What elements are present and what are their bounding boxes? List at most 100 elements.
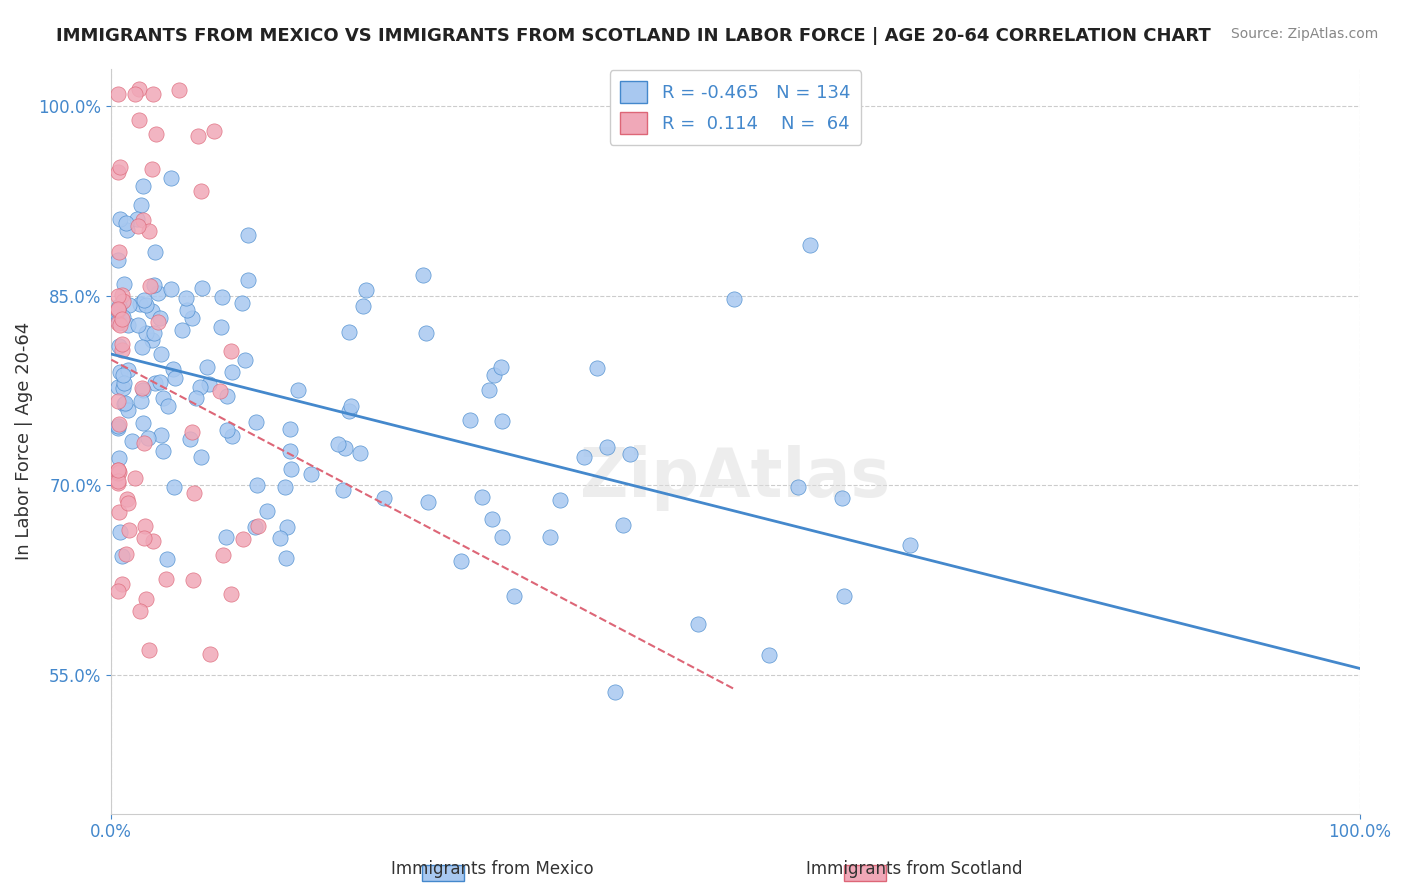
Point [299, 467, 322, 482]
Point [246, 478, 269, 492]
Point [278, 422, 301, 436]
Point [274, 480, 297, 494]
Point [110, 211, 132, 226]
Point [180, 310, 202, 325]
Point [269, 531, 291, 545]
Point [174, 291, 197, 305]
Point [245, 520, 267, 534]
Point [142, 533, 165, 548]
Point [152, 391, 174, 405]
Point [142, 277, 165, 292]
Point [274, 551, 297, 566]
Point [183, 485, 205, 500]
Point [191, 281, 214, 295]
Point [491, 530, 513, 544]
Point [111, 312, 134, 326]
Point [190, 450, 212, 465]
Point [115, 216, 138, 230]
Point [107, 475, 129, 489]
Point [129, 604, 152, 618]
Point [232, 532, 254, 546]
Point [799, 238, 821, 252]
Point [337, 404, 360, 418]
Point [107, 421, 129, 435]
Point [129, 394, 152, 409]
Point [108, 465, 131, 479]
Point [127, 318, 149, 332]
Point [112, 381, 135, 395]
Point [124, 471, 146, 485]
Point [149, 310, 172, 325]
Point [211, 290, 233, 304]
Point [107, 303, 129, 318]
Point [898, 538, 921, 552]
Point [337, 325, 360, 339]
Point [221, 429, 243, 443]
Point [107, 245, 129, 260]
Point [128, 81, 150, 95]
Point [209, 319, 232, 334]
Point [184, 391, 207, 405]
Point [181, 573, 204, 587]
Point [111, 368, 134, 383]
Point [482, 368, 505, 382]
Point [107, 310, 129, 324]
Point [179, 432, 201, 446]
Point [117, 492, 139, 507]
Point [131, 340, 153, 354]
Point [143, 244, 166, 259]
Point [111, 337, 134, 351]
Point [143, 376, 166, 391]
Point [180, 425, 202, 440]
Point [146, 285, 169, 300]
Point [596, 441, 619, 455]
Point [152, 443, 174, 458]
Point [121, 434, 143, 448]
Point [276, 519, 298, 533]
Point [176, 303, 198, 318]
Point [111, 577, 134, 591]
Point [110, 365, 132, 379]
Point [160, 282, 183, 296]
Point [107, 463, 129, 477]
Point [128, 113, 150, 128]
Point [170, 323, 193, 337]
Point [211, 548, 233, 562]
Point [458, 413, 481, 427]
Point [107, 313, 129, 327]
Point [127, 219, 149, 234]
Point [143, 326, 166, 340]
Point [450, 554, 472, 568]
Point [686, 617, 709, 632]
Point [538, 530, 561, 544]
Point [115, 223, 138, 237]
Point [132, 384, 155, 398]
Point [117, 496, 139, 510]
Point [245, 415, 267, 429]
Point [117, 403, 139, 417]
Point [340, 399, 363, 413]
Point [219, 343, 242, 358]
Point [107, 253, 129, 268]
Point [128, 297, 150, 311]
Point [108, 318, 131, 332]
Point [138, 278, 160, 293]
Point [129, 198, 152, 212]
Point [111, 288, 134, 302]
Point [187, 128, 209, 143]
Point [108, 417, 131, 431]
Point [145, 127, 167, 141]
Point [107, 87, 129, 101]
Point [149, 427, 172, 442]
Point [491, 414, 513, 428]
Point [190, 184, 212, 198]
Point [138, 643, 160, 657]
Point [491, 359, 513, 374]
Point [135, 326, 157, 340]
Point [188, 380, 211, 394]
Point [831, 491, 853, 505]
Text: IMMIGRANTS FROM MEXICO VS IMMIGRANTS FROM SCOTLAND IN LABOR FORCE | AGE 20-64 CO: IMMIGRANTS FROM MEXICO VS IMMIGRANTS FRO… [56, 27, 1211, 45]
Point [115, 547, 138, 561]
Point [333, 441, 356, 455]
Point [138, 224, 160, 238]
